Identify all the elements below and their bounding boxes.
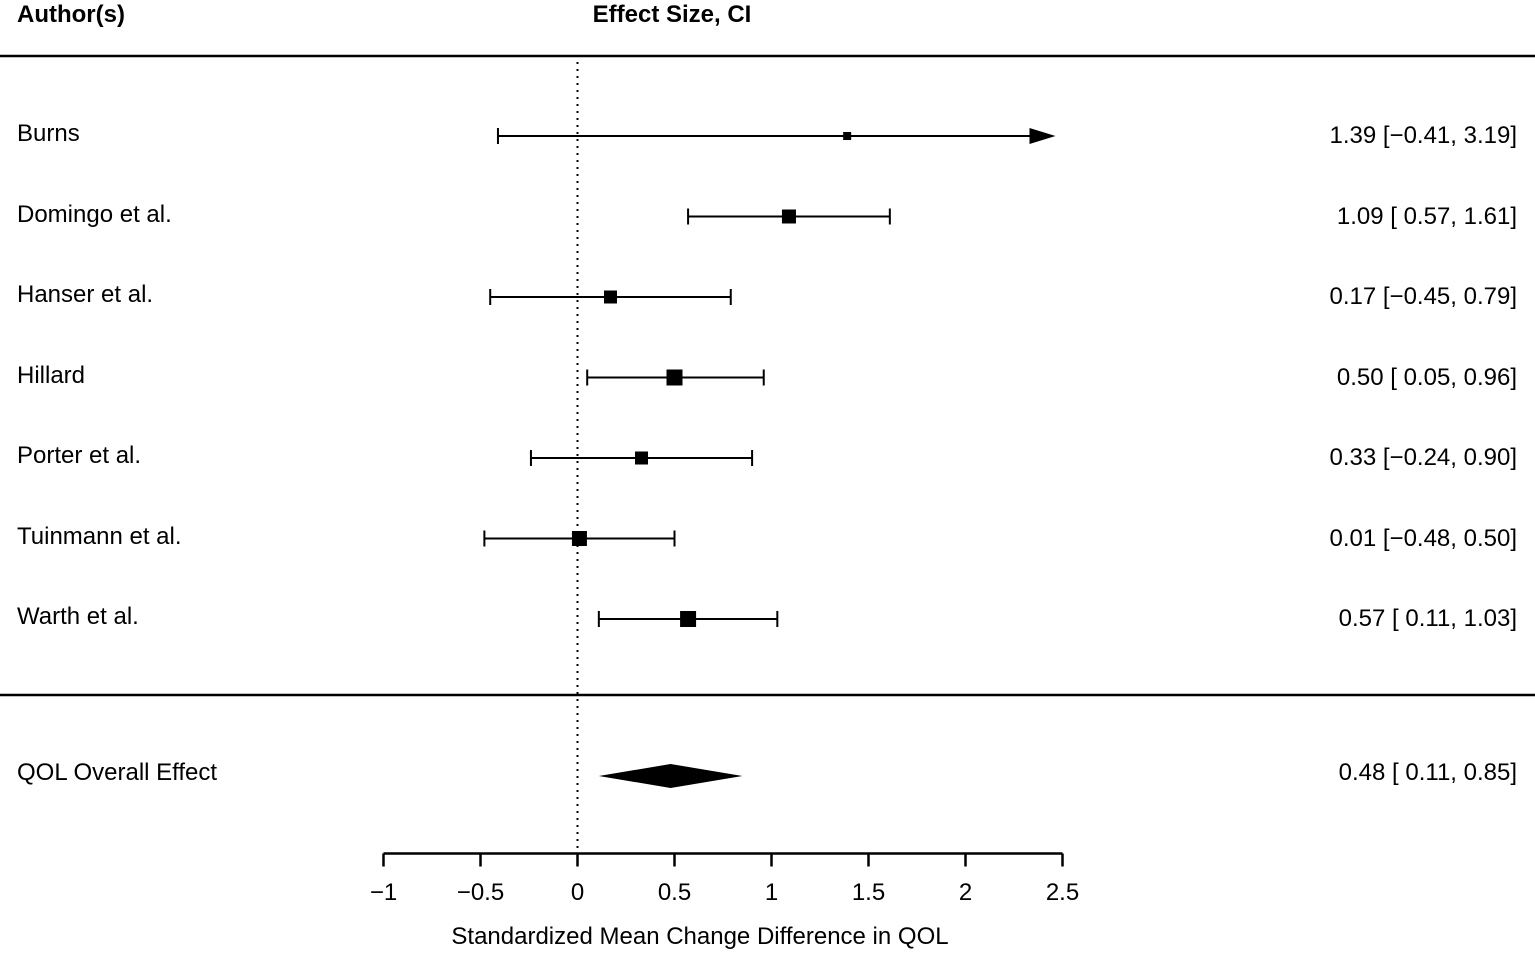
study-effect-value: 0.50 [ 0.05, 0.96] bbox=[1336, 363, 1517, 391]
x-axis-tick-label: 0.5 bbox=[657, 879, 692, 906]
study-author-label: Warth et al. bbox=[17, 603, 139, 630]
x-axis-tick-label: 1.5 bbox=[851, 879, 886, 906]
effect-point-marker bbox=[781, 209, 796, 224]
ci-arrow-right bbox=[1029, 128, 1056, 144]
study-author-label: Hillard bbox=[17, 361, 86, 389]
overall-effect-value: 0.48 [ 0.11, 0.85] bbox=[1338, 759, 1517, 786]
study-effect-value: 0.57 [ 0.11, 1.03] bbox=[1338, 605, 1517, 632]
overall-effect-label: QOL Overall Effect bbox=[17, 759, 218, 786]
effect-point-marker bbox=[635, 451, 649, 465]
effect-point-marker bbox=[603, 290, 617, 304]
study-author-label: Porter et al. bbox=[17, 442, 142, 469]
study-author-label: Hanser et al. bbox=[17, 281, 154, 308]
effect-point-marker bbox=[571, 531, 587, 546]
x-axis-tick-label: 2 bbox=[958, 879, 973, 906]
effect-size-column-header: Effect Size, CI bbox=[592, 1, 752, 28]
overall-effect-diamond bbox=[598, 764, 743, 788]
x-axis-tick-label: −0.5 bbox=[456, 879, 505, 906]
study-effect-value: 1.09 [ 0.57, 1.61] bbox=[1336, 202, 1517, 230]
effect-point-marker bbox=[843, 132, 852, 140]
authors-column-header: Author(s) bbox=[17, 1, 125, 28]
x-axis-tick-label: −1 bbox=[369, 879, 398, 906]
study-author-label: Burns bbox=[17, 120, 80, 147]
study-effect-value: 0.33 [−0.24, 0.90] bbox=[1329, 444, 1518, 471]
effect-point-marker bbox=[666, 369, 683, 386]
x-axis-tick-label: 0 bbox=[570, 879, 585, 906]
study-effect-value: 1.39 [−0.41, 3.19] bbox=[1329, 122, 1518, 149]
x-axis-tick-label: 2.5 bbox=[1045, 879, 1080, 906]
x-axis-tick-label: 1 bbox=[764, 879, 779, 906]
effect-point-marker bbox=[680, 611, 697, 627]
study-effect-value: 0.01 [−0.48, 0.50] bbox=[1329, 524, 1518, 552]
study-effect-value: 0.17 [−0.45, 0.79] bbox=[1329, 283, 1518, 310]
x-axis-title: Standardized Mean Change Difference in Q… bbox=[451, 923, 949, 950]
study-author-label: Domingo et al. bbox=[17, 200, 172, 228]
study-author-label: Tuinmann et al. bbox=[17, 522, 182, 550]
